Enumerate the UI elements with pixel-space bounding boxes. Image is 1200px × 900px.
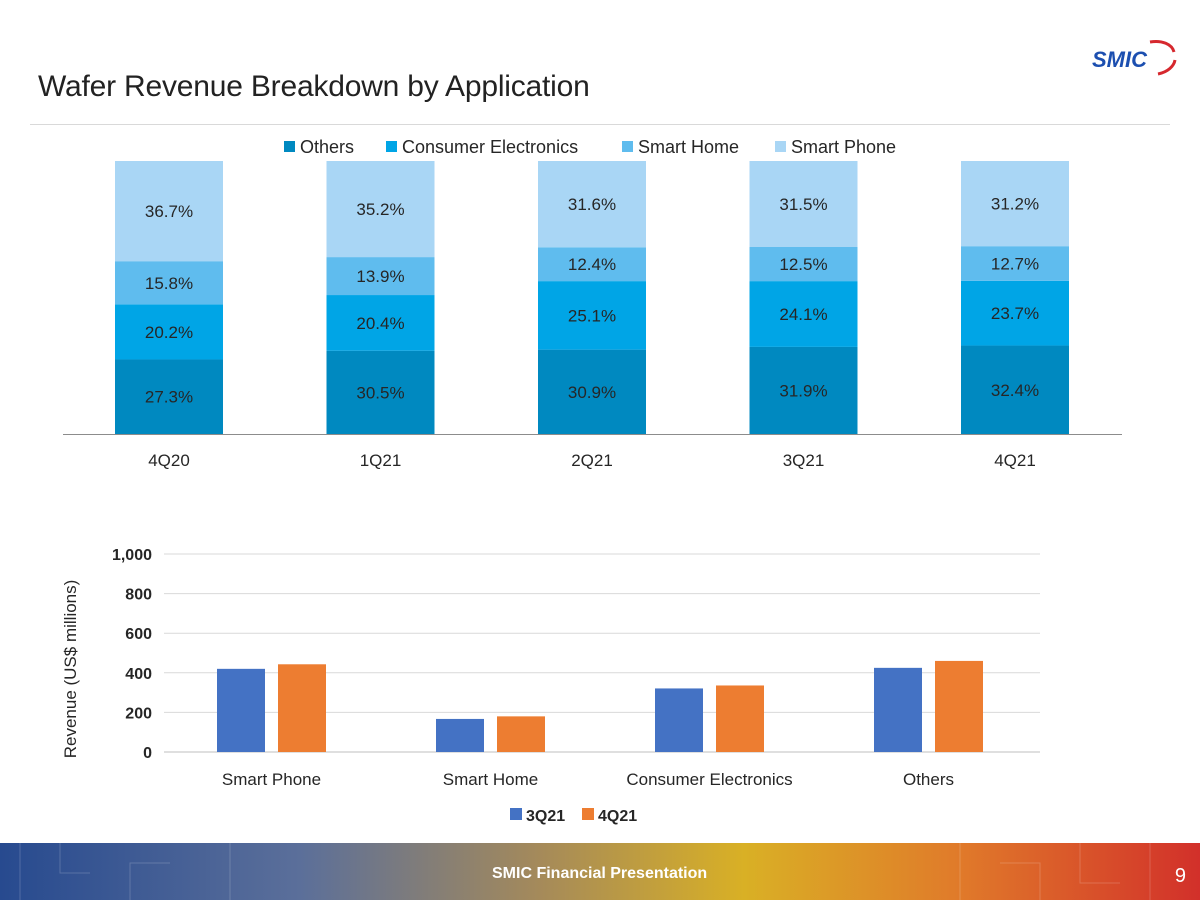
legend-swatch-smart-home xyxy=(622,141,633,152)
data-label-smart-home-4q21: 12.7% xyxy=(991,255,1039,274)
y-tick-label-800: 800 xyxy=(125,587,152,604)
y-axis-label: Revenue (US$ millions) xyxy=(61,580,80,759)
bar-3q21-smart-phone xyxy=(217,668,265,752)
bar-smart-home-4q21 xyxy=(961,246,1069,281)
bar-smart-phone-4q21 xyxy=(961,161,1069,247)
legend-label-smart-home: Smart Home xyxy=(638,137,739,157)
data-label-others-4q21: 32.4% xyxy=(991,381,1039,400)
bar-4q21-others xyxy=(935,660,983,752)
data-label-smart-phone-4q20: 36.7% xyxy=(145,202,193,221)
x-tick-label-smart-home: Smart Home xyxy=(443,770,538,789)
logo-swoosh-top xyxy=(1149,40,1176,53)
data-label-smart-phone-3q21: 31.5% xyxy=(779,195,827,214)
bar-smart-home-3q21 xyxy=(749,246,858,282)
x-tick-label-2q21: 2Q21 xyxy=(571,451,613,470)
bar-smart-home-1q21 xyxy=(326,257,435,296)
y-tick-label-600: 600 xyxy=(125,626,152,643)
bar-others-3q21 xyxy=(749,346,858,434)
title-divider xyxy=(30,124,1170,125)
bar-others-4q20 xyxy=(115,359,223,434)
bar-4q21-smart-home xyxy=(497,716,545,752)
data-label-smart-home-1q21: 13.9% xyxy=(356,267,404,286)
x-tick-label-3q21: 3Q21 xyxy=(783,451,825,470)
smic-logo: SMIC xyxy=(1088,38,1178,78)
legend-swatch-consumer-electronics xyxy=(386,141,397,152)
data-label-others-3q21: 31.9% xyxy=(779,381,827,400)
stacked-share-chart: Others Consumer Electronics Smart Home Smar… xyxy=(63,137,1122,470)
bar-smart-home-4q20 xyxy=(115,261,223,305)
y-tick-label-400: 400 xyxy=(125,666,152,683)
y-tick-label-1000: 1,000 xyxy=(112,547,152,564)
bar-smart-phone-1q21 xyxy=(326,161,435,258)
x-tick-label-smart-phone: Smart Phone xyxy=(222,770,321,789)
legend-swatch-4q21 xyxy=(582,808,594,820)
y-tick-label-200: 200 xyxy=(125,705,152,722)
data-label-others-1q21: 30.5% xyxy=(356,383,404,402)
legend-swatch-3q21 xyxy=(510,808,522,820)
x-tick-label-1q21: 1Q21 xyxy=(360,451,402,470)
data-label-smart-phone-4q21: 31.2% xyxy=(991,195,1039,214)
bar-3q21-others xyxy=(874,667,922,752)
y-tick-label-0: 0 xyxy=(143,745,152,762)
bar-others-1q21 xyxy=(326,350,435,434)
legend-label-4q21: 4Q21 xyxy=(598,808,637,825)
data-label-smart-home-3q21: 12.5% xyxy=(779,255,827,274)
bar-smart-phone-4q20 xyxy=(115,161,223,262)
bar-3q21-consumer-electronics xyxy=(655,688,703,752)
footer-bar: SMIC Financial Presentation 9 xyxy=(0,843,1200,900)
bar-consumer-electronics-4q21 xyxy=(961,280,1069,346)
legend-label-smart-phone: Smart Phone xyxy=(791,137,896,157)
bar-4q21-smart-phone xyxy=(278,664,326,752)
legend-swatch-others xyxy=(284,141,295,152)
bar-others-4q21 xyxy=(961,345,1069,434)
bar-others-2q21 xyxy=(538,349,646,434)
bar-smart-phone-3q21 xyxy=(749,161,858,247)
data-label-others-4q20: 27.3% xyxy=(145,388,193,407)
data-label-smart-home-2q21: 12.4% xyxy=(568,255,616,274)
legend-swatch-smart-phone xyxy=(775,141,786,152)
data-label-consumer-electronics-4q21: 23.7% xyxy=(991,304,1039,323)
data-label-smart-home-4q20: 15.8% xyxy=(145,274,193,293)
legend-label-consumer-electronics: Consumer Electronics xyxy=(402,137,578,157)
data-label-smart-phone-2q21: 31.6% xyxy=(568,195,616,214)
data-label-consumer-electronics-2q21: 25.1% xyxy=(568,306,616,325)
x-tick-label-others: Others xyxy=(903,770,954,789)
legend-label-3q21: 3Q21 xyxy=(526,808,565,825)
bar-consumer-electronics-3q21 xyxy=(749,281,858,347)
page-title: Wafer Revenue Breakdown by Application xyxy=(38,70,590,103)
data-label-consumer-electronics-4q20: 20.2% xyxy=(145,323,193,342)
footer-background xyxy=(0,843,1200,900)
x-tick-label-consumer-electronics: Consumer Electronics xyxy=(626,770,792,789)
data-label-others-2q21: 30.9% xyxy=(568,383,616,402)
data-label-consumer-electronics-3q21: 24.1% xyxy=(779,305,827,324)
bar-consumer-electronics-2q21 xyxy=(538,281,646,350)
revenue-bar-chart: 0 200 400 600 800 1,000 Revenue (US$ millions)… xyxy=(61,547,1040,825)
page-number: 9 xyxy=(1174,865,1186,887)
logo-swoosh-bottom xyxy=(1157,59,1177,76)
logo-text: SMIC xyxy=(1092,47,1148,72)
x-tick-label-4q21: 4Q21 xyxy=(994,451,1036,470)
data-label-consumer-electronics-1q21: 20.4% xyxy=(356,314,404,333)
bar-4q21-consumer-electronics xyxy=(716,685,764,752)
bar-3q21-smart-home xyxy=(436,718,484,752)
bar-smart-phone-2q21 xyxy=(538,161,646,248)
footer-title: SMIC Financial Presentation xyxy=(492,865,708,882)
legend-label-others: Others xyxy=(300,137,354,157)
x-tick-label-4q20: 4Q20 xyxy=(148,451,190,470)
bar-consumer-electronics-4q20 xyxy=(115,304,223,360)
bar-smart-home-2q21 xyxy=(538,247,646,282)
data-label-smart-phone-1q21: 35.2% xyxy=(356,200,404,219)
bar-consumer-electronics-1q21 xyxy=(326,295,435,351)
